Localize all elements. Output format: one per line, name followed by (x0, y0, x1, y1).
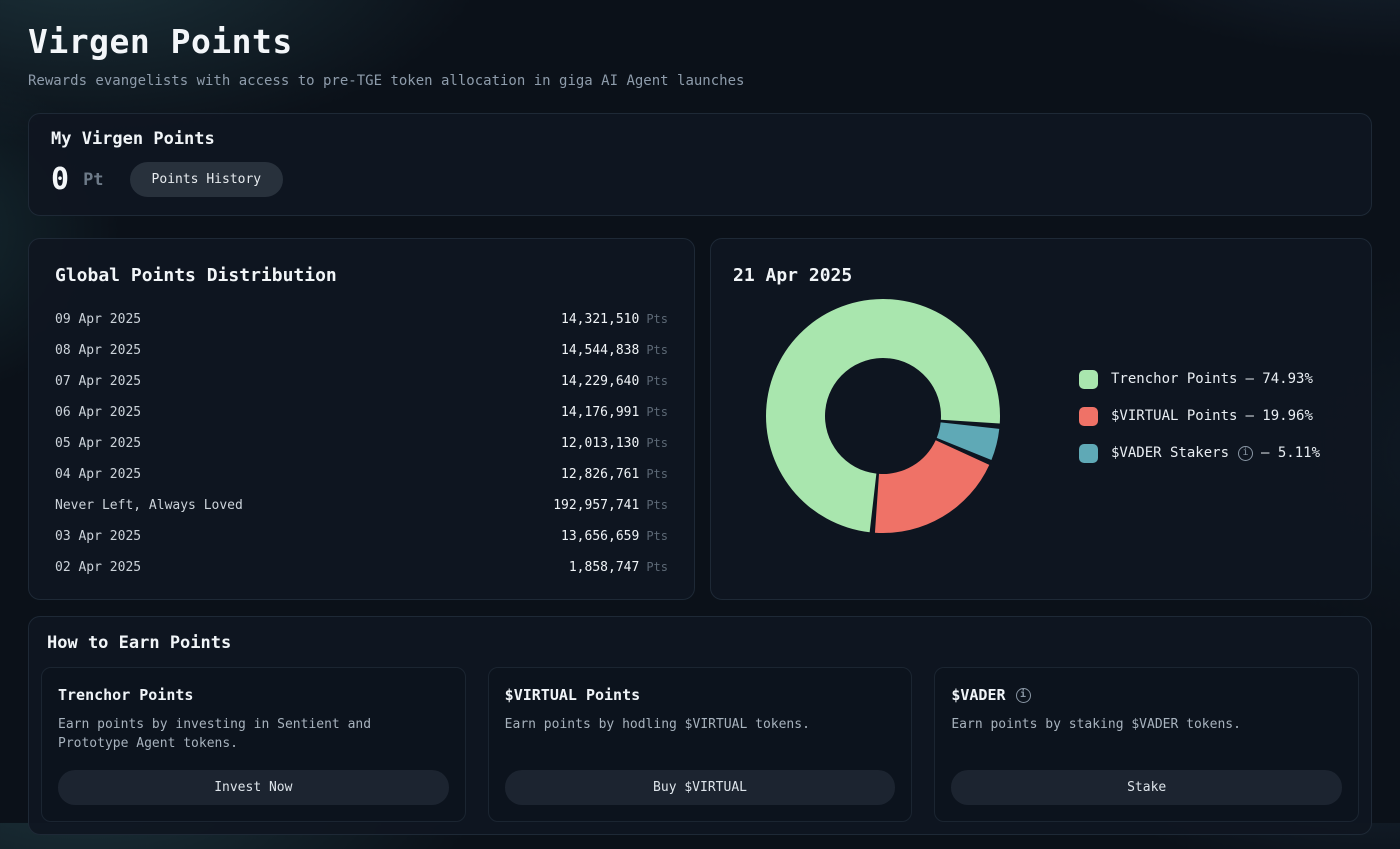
earn-card-description: Earn points by hodling $VIRTUAL tokens. (504, 717, 810, 732)
chart-legend: Trenchor Points – 74.93% $VIRTUAL Points – … (1079, 352, 1328, 481)
earn-card-description: Earn points by staking $VADER tokens. (951, 717, 1241, 732)
distribution-row-unit: Pts (646, 467, 668, 481)
legend-percent: – 74.93% (1245, 371, 1313, 387)
my-points-value: 0 (51, 161, 70, 197)
donut-slice-trenchor-points (766, 299, 1001, 533)
distribution-row-label: 02 Apr 2025 (55, 560, 142, 575)
my-points-card: My Virgen Points 0 Pt Points History (28, 113, 1372, 216)
legend-item-trenchor-points: Trenchor Points – 74.93% (1079, 369, 1328, 389)
earn-card-title-text: Trenchor Points (58, 686, 194, 704)
distribution-row-label: 08 Apr 2025 (55, 343, 142, 358)
distribution-row-points: 14,544,838 (561, 343, 640, 358)
info-icon[interactable]: i (1015, 687, 1031, 703)
distribution-row: 09 Apr 2025 14,321,510 Pts (55, 304, 668, 335)
earn-card-title-text: $VIRTUAL Points (504, 686, 641, 704)
distribution-row-label: Never Left, Always Loved (55, 498, 243, 513)
legend-percent: – 19.96% (1245, 408, 1313, 424)
distribution-row-points: 192,957,741 (553, 498, 640, 513)
legend-swatch (1079, 369, 1098, 389)
distribution-row-unit: Pts (646, 498, 668, 512)
distribution-heading: Global Points Distribution (55, 265, 337, 286)
middle-grid: Global Points Distribution 09 Apr 2025 14… (28, 238, 1372, 600)
chart-area: Trenchor Points – 74.93% $VIRTUAL Points – … (733, 296, 1349, 536)
distribution-row-points: 14,321,510 (561, 312, 640, 327)
donut-chart (766, 299, 1001, 533)
distribution-row-points: 12,826,761 (561, 467, 640, 482)
info-icon[interactable]: i (1238, 445, 1254, 461)
distribution-row-points: 14,176,991 (561, 405, 640, 420)
distribution-row-unit: Pts (646, 529, 668, 543)
legend-item-virtual-points: $VIRTUAL Points – 19.96% (1079, 406, 1328, 426)
legend-item-vader-stakers: $VADER Stakers i – 5.11% (1079, 443, 1328, 463)
legend-label: Trenchor Points (1111, 371, 1238, 387)
distribution-row-unit: Pts (646, 312, 668, 326)
distribution-row-points: 12,013,130 (561, 436, 640, 451)
stake-button[interactable]: Stake (951, 770, 1343, 805)
buy-virtual-button[interactable]: Buy $VIRTUAL (504, 770, 896, 805)
distribution-row-points: 13,656,659 (561, 529, 640, 544)
legend-label: $VADER Stakers (1111, 445, 1230, 461)
distribution-row: 06 Apr 2025 14,176,991 Pts (55, 397, 668, 428)
distribution-row-unit: Pts (646, 436, 668, 450)
daily-distribution-chart-card: 21 Apr 2025 Trenchor Points – 74.93% $VIRT… (710, 238, 1372, 600)
distribution-row-unit: Pts (646, 343, 668, 357)
page-title: Virgen Points (28, 22, 293, 61)
distribution-row-points: 14,229,640 (561, 374, 640, 389)
earn-card-title: $VADER i (951, 686, 1342, 704)
distribution-row: 03 Apr 2025 13,656,659 Pts (55, 521, 668, 552)
legend-swatch (1079, 443, 1098, 463)
page-subtitle: Rewards evangelists with access to pre-T… (28, 73, 745, 89)
distribution-row-unit: Pts (646, 374, 668, 388)
distribution-row: 08 Apr 2025 14,544,838 Pts (55, 335, 668, 366)
distribution-row: 07 Apr 2025 14,229,640 Pts (55, 366, 668, 397)
distribution-row: 02 Apr 2025 1,858,747 Pts (55, 552, 668, 583)
earn-heading: How to Earn Points (47, 633, 232, 653)
points-history-button[interactable]: Points History (129, 162, 284, 197)
earn-card-title: $VIRTUAL Points (505, 686, 896, 704)
distribution-row-unit: Pts (646, 560, 668, 574)
global-points-distribution-card: Global Points Distribution 09 Apr 2025 14… (28, 238, 695, 600)
distribution-row-label: 09 Apr 2025 (55, 312, 142, 327)
distribution-row-label: 05 Apr 2025 (55, 436, 142, 451)
earn-card-title-text: $VADER (951, 686, 1006, 704)
earn-card-vader: $VADER i Earn points by staking $VADER tok… (934, 667, 1360, 822)
my-points-row: 0 Pt Points History (51, 162, 1349, 197)
earn-card-virtual-points: $VIRTUAL Points Earn points by hodling $V… (487, 667, 913, 822)
donut-slice-virtual-points (874, 440, 990, 533)
my-points-heading: My Virgen Points (51, 129, 215, 149)
legend-label: $VIRTUAL Points (1111, 408, 1238, 424)
distribution-row-label: 07 Apr 2025 (55, 374, 142, 389)
distribution-row: 04 Apr 2025 12,826,761 Pts (55, 459, 668, 490)
distribution-row: 05 Apr 2025 12,013,130 Pts (55, 428, 668, 459)
invest-now-button[interactable]: Invest Now (58, 770, 449, 805)
distribution-row-label: 03 Apr 2025 (55, 529, 142, 544)
distribution-row: Never Left, Always Loved 192,957,741 Pts (55, 490, 668, 521)
donut-slice-vader-stakers (936, 422, 1000, 461)
legend-percent: – 5.11% (1261, 445, 1321, 461)
earn-card-trenchor-points: Trenchor Points Earn points by investing … (41, 667, 466, 822)
distribution-row-label: 04 Apr 2025 (55, 467, 142, 482)
distribution-row-points: 1,858,747 (568, 560, 640, 575)
distribution-row-label: 06 Apr 2025 (55, 405, 142, 420)
distribution-row-unit: Pts (646, 405, 668, 419)
chart-date-heading: 21 Apr 2025 (733, 265, 853, 286)
how-to-earn-card: How to Earn Points Trenchor Points Earn p… (28, 616, 1372, 835)
earn-card-title: Trenchor Points (58, 686, 449, 704)
distribution-list: 09 Apr 2025 14,321,510 Pts 08 Apr 2025 14,54… (55, 304, 668, 583)
my-points-unit: Pt (83, 169, 104, 190)
earn-grid: Trenchor Points Earn points by investing … (41, 667, 1360, 822)
legend-swatch (1079, 406, 1098, 426)
earn-card-description: Earn points by investing in Sentient and… (58, 717, 372, 751)
